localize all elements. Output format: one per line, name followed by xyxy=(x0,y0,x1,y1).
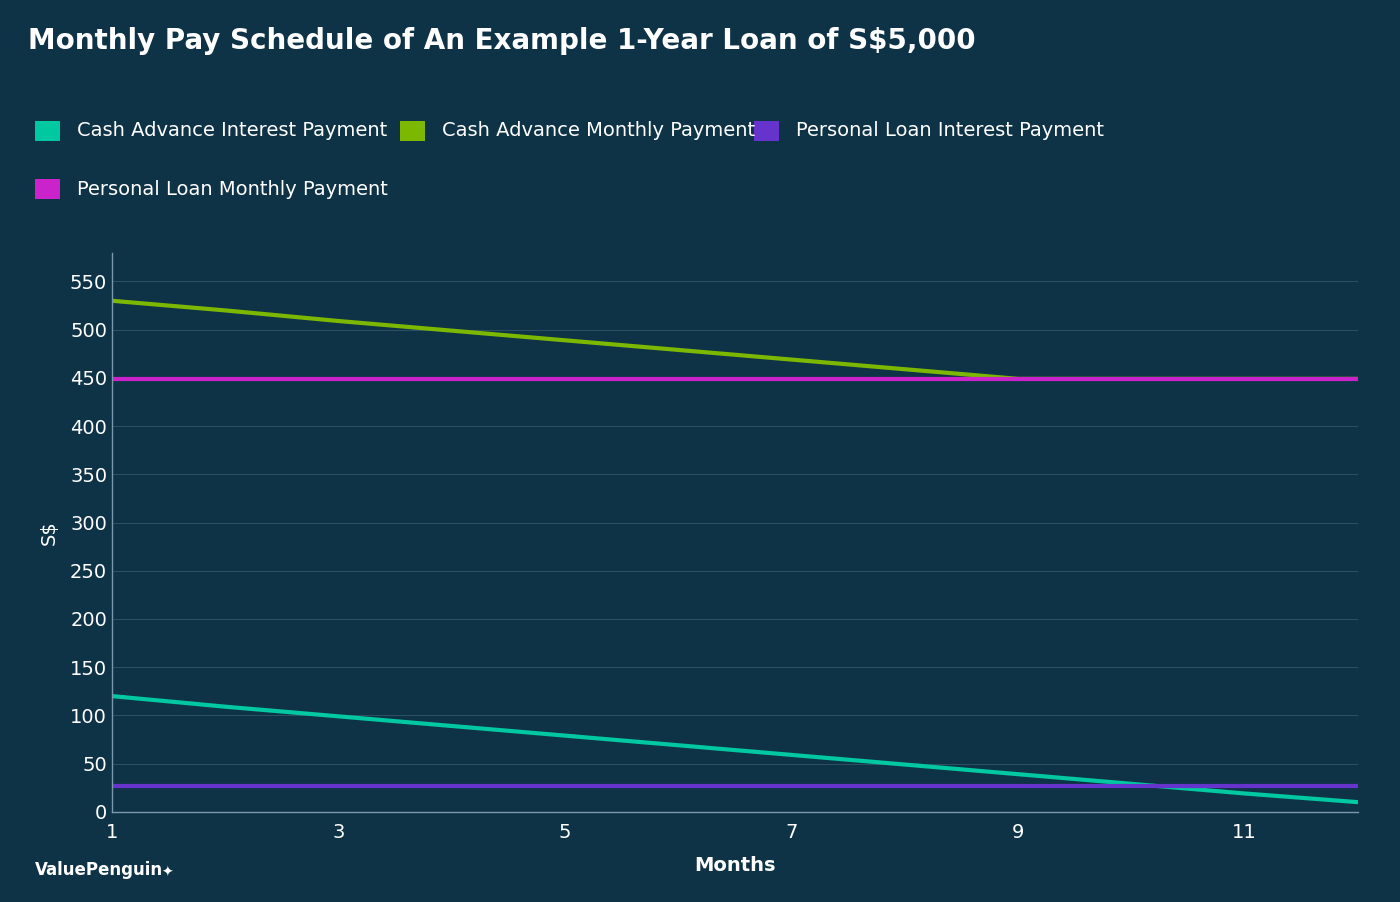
Text: Cash Advance Interest Payment: Cash Advance Interest Payment xyxy=(77,121,388,141)
Text: ValuePenguin: ValuePenguin xyxy=(35,861,164,879)
Text: Monthly Pay Schedule of An Example 1-Year Loan of S$5,000: Monthly Pay Schedule of An Example 1-Yea… xyxy=(28,27,976,55)
Text: Personal Loan Interest Payment: Personal Loan Interest Payment xyxy=(795,121,1105,141)
Y-axis label: S$: S$ xyxy=(39,520,59,545)
Text: Cash Advance Monthly Payment: Cash Advance Monthly Payment xyxy=(442,121,755,141)
Text: ✦: ✦ xyxy=(161,865,172,879)
Text: Personal Loan Monthly Payment: Personal Loan Monthly Payment xyxy=(77,179,388,199)
X-axis label: Months: Months xyxy=(694,856,776,875)
